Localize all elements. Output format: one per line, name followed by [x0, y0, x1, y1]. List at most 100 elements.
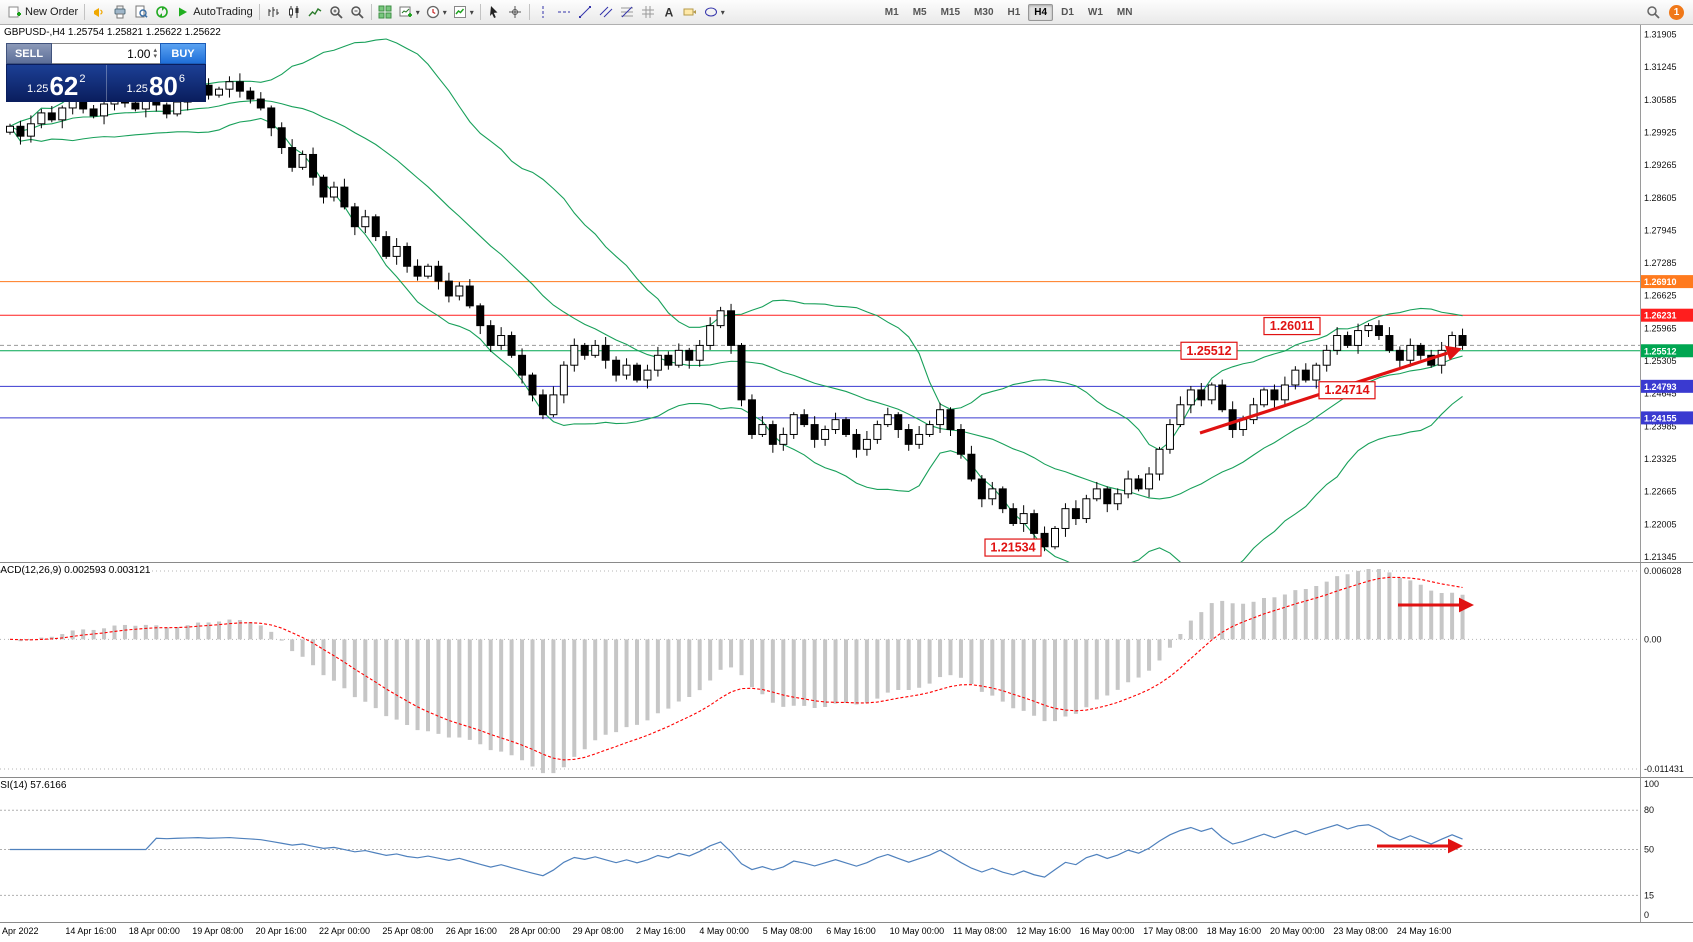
macd-scale: 0.006028 0.00 -0.011431 [1640, 563, 1693, 777]
toolbar-button-crosshair[interactable] [505, 3, 526, 22]
timeframe-d1[interactable]: D1 [1061, 6, 1074, 18]
print-icon [112, 5, 127, 20]
ohlc-header: GBPUSD-,H4 1.25754 1.25821 1.25622 1.256… [4, 27, 221, 38]
chevron-down-icon: ▾ [442, 7, 447, 17]
buy-button[interactable]: BUY [160, 43, 206, 64]
toolbar-button-autotrading[interactable]: AutoTrading [172, 3, 256, 22]
trendline-icon [578, 5, 593, 20]
svg-text:1.23325: 1.23325 [1644, 454, 1677, 464]
toolbar-button-zoom-in[interactable] [326, 3, 347, 22]
time-label: 23 May 08:00 [1333, 926, 1388, 936]
text-icon: A [662, 5, 677, 20]
svg-text:100: 100 [1644, 779, 1659, 789]
autotrading-label: AutoTrading [193, 6, 253, 18]
rsi-plot-area[interactable]: RSI(14) 57.6166 [0, 778, 1640, 922]
toolbar-button-fibonacci-retracement[interactable] [617, 3, 638, 22]
toolbar-button-vertical-line[interactable] [533, 3, 554, 22]
search-icon[interactable] [1645, 5, 1660, 20]
buy-price-display[interactable]: 1.25 80 6 [107, 65, 206, 101]
svg-text:1.21534: 1.21534 [990, 541, 1035, 555]
macd-canvas[interactable] [0, 563, 1640, 777]
toolbar-button-alerts[interactable] [88, 3, 109, 22]
notification-badge[interactable]: 1 [1669, 4, 1684, 20]
toolbar-button-horizontal-line[interactable] [554, 3, 575, 22]
toolbar-button-expert-advisors[interactable] [151, 3, 172, 22]
macd-histogram [18, 569, 1465, 774]
timeframe-m15[interactable]: M15 [940, 6, 961, 18]
toolbar-button-text-label[interactable] [680, 3, 701, 22]
svg-text:1.31905: 1.31905 [1644, 30, 1677, 40]
spinner-down-icon[interactable]: ▾ [153, 52, 157, 60]
toolbar-button-tile-windows[interactable] [375, 3, 396, 22]
rsi-canvas[interactable] [0, 778, 1640, 922]
toolbar-button-cursor[interactable] [484, 3, 505, 22]
time-label: 4 May 00:00 [699, 926, 749, 936]
toolbar-button-new-order[interactable]: New Order [4, 3, 81, 22]
horizontal-line-icon [557, 5, 572, 20]
time-label: 10 May 00:00 [889, 926, 945, 936]
toolbar-separator [370, 4, 372, 20]
price-tag [1641, 308, 1693, 322]
spinner-up-icon[interactable]: ▴ [153, 46, 157, 54]
toolbar-button-print[interactable] [109, 3, 130, 22]
timeframe-m30[interactable]: M30 [974, 6, 994, 18]
macd-panel: MACD(12,26,9) 0.002593 0.003121 0.006028… [0, 563, 1693, 778]
toolbar-button-periods[interactable]: ▾ [423, 3, 450, 22]
time-label: 12 May 16:00 [1016, 926, 1071, 936]
shapes-icon [704, 5, 719, 20]
timeframe-mn[interactable]: MN [1116, 6, 1133, 18]
svg-text:15: 15 [1644, 890, 1654, 900]
volume-spinner[interactable]: ▴ ▾ [153, 46, 157, 60]
time-label: 26 Apr 16:00 [445, 926, 497, 936]
sell-button[interactable]: SELL [6, 43, 52, 64]
price-tag [1641, 344, 1693, 358]
macd-plot-area[interactable]: MACD(12,26,9) 0.002593 0.003121 [0, 563, 1640, 777]
timeframe-m1[interactable]: M1 [884, 6, 899, 18]
new-order-icon [7, 5, 22, 20]
price-scale[interactable]: 1.31905 1.31245 1.30585 1.29925 1.29265 1.286… [1640, 25, 1693, 562]
timeframe-h1[interactable]: H1 [1007, 6, 1021, 18]
toolbar-button-grid[interactable] [638, 3, 659, 22]
svg-text:1.22665: 1.22665 [1644, 487, 1677, 497]
toolbar-button-line-chart[interactable] [305, 3, 326, 22]
svg-text:80: 80 [1644, 805, 1654, 815]
timeframe-w1[interactable]: W1 [1087, 6, 1103, 18]
svg-text:1.24155: 1.24155 [1644, 413, 1677, 423]
chevron-down-icon: ▾ [415, 7, 420, 17]
toolbar-separator [479, 4, 481, 20]
toolbar-button-zoom-out[interactable] [347, 3, 368, 22]
timeframe-m5[interactable]: M5 [912, 6, 927, 18]
zoom-out-icon [350, 5, 365, 20]
candlestick-chart-icon [287, 5, 302, 20]
cursor-icon [487, 5, 502, 20]
price-chart-area[interactable]: 1.26011 1.25512 1.24714 1.21534 GBPUSD-,H4 … [0, 25, 1640, 562]
time-label: 16 May 00:00 [1079, 926, 1135, 936]
toolbar-button-text[interactable]: A [659, 3, 680, 22]
line-chart-icon [308, 5, 323, 20]
svg-text:0.00: 0.00 [1644, 634, 1662, 644]
bar-chart-icon [266, 5, 281, 20]
toolbar-button-new-chart[interactable]: ▾ [396, 3, 423, 22]
toolbar-button-indicators[interactable]: ▾ [450, 3, 477, 22]
time-axis[interactable]: Apr 2022 14 Apr 16:00 18 Apr 00:00 19 Apr 0… [0, 923, 1693, 942]
time-label: 6 May 16:00 [826, 926, 876, 936]
tile-windows-icon [378, 5, 393, 20]
toolbar-button-print-preview[interactable] [130, 3, 151, 22]
autotrading-icon [175, 5, 190, 20]
time-label: 11 May 08:00 [953, 926, 1007, 936]
svg-text:50: 50 [1644, 845, 1654, 855]
toolbar-button-shapes[interactable]: ▾ [701, 3, 728, 22]
time-label: 20 May 00:00 [1270, 926, 1325, 936]
toolbar-button-equidistant-channel[interactable] [596, 3, 617, 22]
toolbar-button-candlestick-chart[interactable] [284, 3, 305, 22]
toolbar-button-trendline[interactable] [575, 3, 596, 22]
toolbar-button-bar-chart[interactable] [263, 3, 284, 22]
rsi-panel: RSI(14) 57.6166 100 80 50 15 0 [0, 778, 1693, 923]
timeframe-h4[interactable]: H4 [1028, 3, 1054, 21]
price-chart-canvas[interactable]: 1.26011 1.25512 1.24714 1.21534 [0, 25, 1640, 562]
volume-input[interactable]: 1.00 ▴ ▾ [52, 43, 160, 64]
sell-price-display[interactable]: 1.25 62 2 [7, 65, 107, 101]
price-tag [1641, 275, 1693, 289]
rsi-label: RSI(14) 57.6166 [0, 780, 67, 791]
